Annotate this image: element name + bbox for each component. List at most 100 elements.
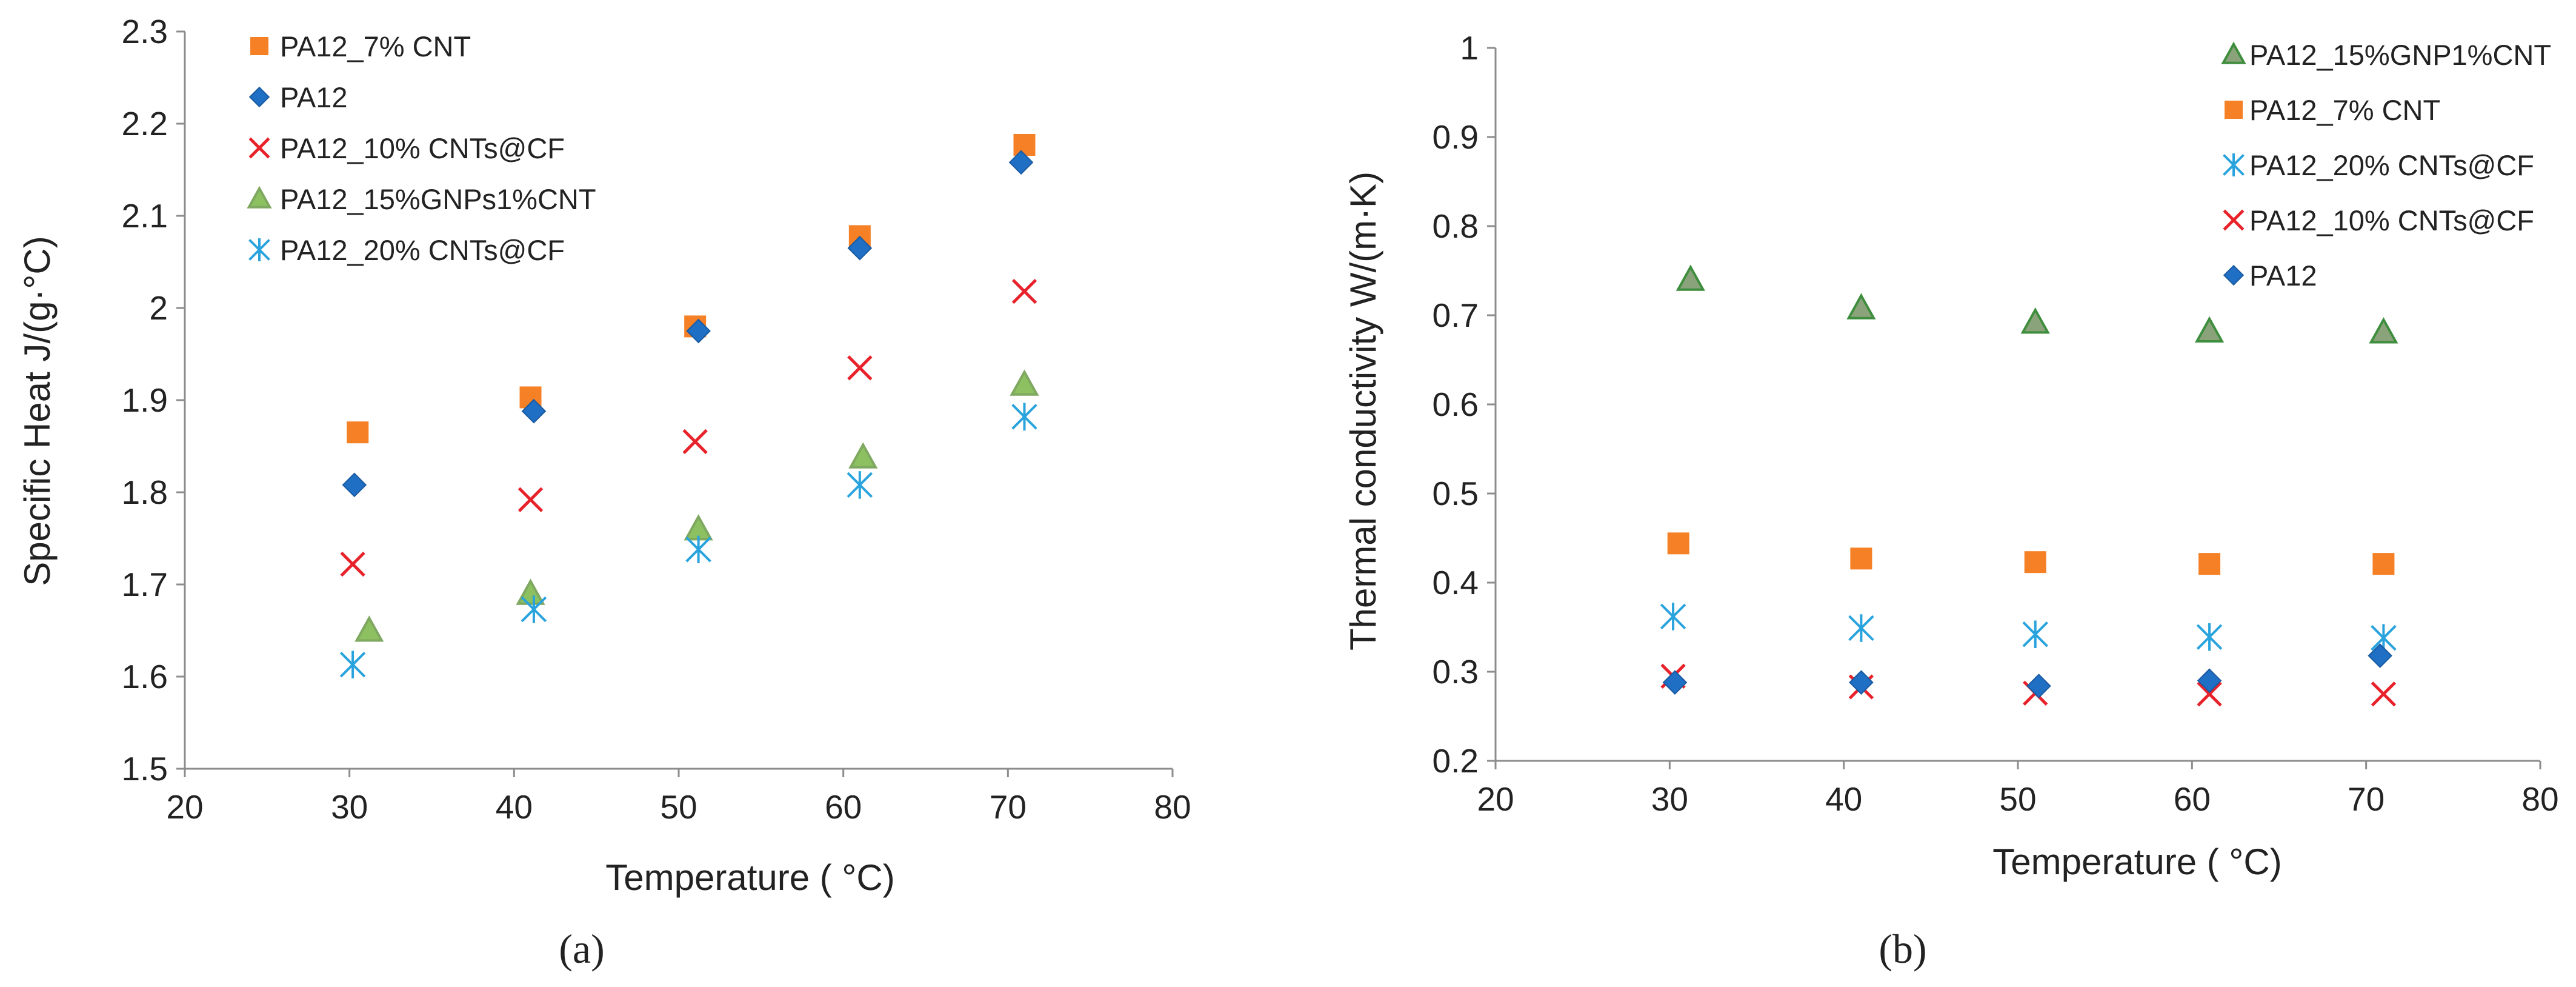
chart-b-xlabel: Temperature ( °C) [1992,841,2281,882]
chart-a-y-tick-label: 1.6 [122,658,168,695]
chart-a-x-tick-label: 60 [825,788,862,826]
chart-a-y-tick-label: 1.7 [122,566,168,603]
chart-b-point-pa12-15-gnp1-cnt [2020,307,2050,334]
chart-a-series-pa12-7-cnt [347,133,1036,444]
chart-a-ylabel: Specific Heat J/(g·°C) [17,236,58,586]
chart-b-point-pa12-10-cnts-cf [2197,681,2222,707]
chart-b-x-tick-label: 80 [2521,780,2558,818]
chart-a-legend-marker [248,137,270,159]
chart-a-legend-label: PA12_7% CNT [280,30,471,62]
chart-b-series-pa12-20-cnts-cf [1660,603,2397,652]
chart-a-point-pa12-20-cnts-cf [521,595,547,623]
chart-b-y-tick-label: 0.3 [1433,653,1479,691]
chart-b-point-pa12-7-cnt [2024,551,2046,574]
chart-a-legend-label: PA12_10% CNTs@CF [280,132,565,164]
chart-a-y-tick-label: 1.8 [122,473,168,511]
chart-b-point-pa12 [2368,643,2392,668]
chart-b-legend-label: PA12 [2249,259,2317,292]
chart-a-legend-label: PA12 [280,81,348,113]
chart-a-legend-marker [248,238,270,261]
chart-b-point-pa12 [2026,674,2051,698]
chart-a-point-pa12 [847,235,873,261]
chart-b-point-pa12-7-cnt [2198,553,2221,575]
chart-a-point-pa12 [342,472,367,498]
chart-a-point-pa12 [521,398,547,424]
chart-b-point-pa12 [1849,670,1874,695]
chart-b-point-pa12-7-cnt [1850,547,1872,570]
chart-b-legend-marker [2223,264,2245,286]
chart-a-legend-marker [247,186,272,209]
chart-b-legend-marker [2221,41,2246,64]
chart-a-x-tick-label: 80 [1154,788,1191,826]
chart-a-y-tick-label: 2.3 [122,13,168,50]
chart-b-point-pa12-15-gnp1-cnt [2369,317,2398,344]
chart-b-legend-label: PA12_10% CNTs@CF [2249,204,2534,236]
chart-b-legend: PA12_15%GNP1%CNT PA12_7% CNT PA12_20% CNTs… [2221,39,2551,292]
chart-b: Temperature ( °C) Thermal conductivity W… [1343,29,2559,972]
chart-a-point-pa12-10-cnts-cf [682,429,708,455]
chart-a-y-tick-label: 2 [149,289,168,327]
chart-b-point-pa12-20-cnts-cf [1848,614,1874,642]
chart-a-series-pa12-15-gnps1-cnt [354,369,1039,642]
chart-a-x-tick-label: 30 [331,788,368,826]
chart-b-point-pa12-7-cnt [1667,532,1689,555]
chart-b-point-pa12 [1662,670,1688,695]
chart-b-x-tick-label: 40 [1825,780,1862,818]
chart-a-point-pa12 [686,318,711,344]
chart-b-legend-label: PA12_20% CNTs@CF [2249,149,2534,181]
chart-b-point-pa12 [2197,668,2222,694]
chart-b-x-tick-label: 20 [1477,780,1514,818]
chart-b-point-pa12-15-gnp1-cnt [2194,316,2225,343]
chart-b-legend-marker [2223,153,2245,176]
chart-a-legend-label: PA12_20% CNTs@CF [280,234,565,266]
chart-a-point-pa12-20-cnts-cf [685,535,711,564]
chart-b-y-tick-label: 0.4 [1433,564,1479,601]
chart-a-legend: PA12_7% CNT PA12 PA12_10% CNTs@CF PA12_15%G… [247,30,596,266]
chart-a-y-tick-label: 2.2 [122,105,168,142]
chart-a-point-pa12-15-gnps1-cnt [848,442,878,469]
chart-a-point-pa12-7-cnt [1013,133,1036,156]
chart-a-point-pa12-20-cnts-cf [1011,403,1037,431]
chart-b-series-pa12 [1662,643,2392,698]
chart-b-y-tick-label: 1 [1460,29,1479,67]
chart-b-legend-label: PA12_7% CNT [2249,94,2440,126]
chart-b-x-tick-label: 70 [2348,780,2385,818]
chart-a-series-pa12-10-cnts-cf [340,278,1037,577]
chart-b-point-pa12-15-gnp1-cnt [1676,264,1705,291]
chart-b-ylabel: Thermal conductivity W/(m·K) [1343,172,1383,651]
chart-a-legend-label: PA12_15%GNPs1%CNT [280,183,596,215]
chart-a-y-tick-label: 1.5 [122,750,168,788]
chart-a-x-tick-label: 70 [990,788,1027,826]
chart-a-point-pa12 [1008,150,1034,175]
chart-b-x-tick-label: 60 [2174,780,2211,818]
chart-a-point-pa12-15-gnps1-cnt [1010,369,1039,396]
chart-b-point-pa12-7-cnt [2372,553,2395,575]
chart-a-point-pa12-20-cnts-cf [847,471,873,499]
chart-a-series-pa12-20-cnts-cf [339,403,1037,679]
chart-b-x-tick-label: 30 [1651,780,1688,818]
chart-a-y-tick-label: 1.9 [122,381,168,419]
chart-a-y-tick-label: 2.1 [122,197,168,235]
chart-a-point-pa12-15-gnps1-cnt [516,578,545,605]
chart-b-series-pa12-15-gnp1-cnt [1676,264,2398,344]
chart-b-legend-marker [2223,209,2245,231]
chart-a-legend-marker [248,86,270,108]
chart-a-point-pa12-15-gnps1-cnt [354,615,384,642]
chart-a-series-pa12 [342,150,1034,498]
chart-b-legend-marker [2225,101,2243,119]
chart-a-point-pa12-10-cnts-cf [1011,278,1037,304]
chart-b-caption: (b) [1879,926,1926,972]
chart-b-legend-label: PA12_15%GNP1%CNT [2249,39,2551,71]
chart-b-y-tick-label: 0.2 [1433,742,1479,780]
chart-b-y-tick-label: 0.8 [1433,207,1479,245]
chart-a-point-pa12-10-cnts-cf [847,355,873,381]
chart-a-point-pa12-20-cnts-cf [339,651,366,679]
chart-b-point-pa12-15-gnp1-cnt [1846,293,1876,320]
chart-b-point-pa12-20-cnts-cf [1660,603,1686,631]
chart-b-point-pa12-20-cnts-cf [2022,620,2048,649]
chart-b-point-pa12-10-cnts-cf [2371,681,2397,707]
chart-a-caption: (a) [559,926,604,972]
chart-a: Temperature ( °C) Specific Heat J/(g·°C)… [17,13,1191,972]
chart-b-y-tick-label: 0.5 [1433,475,1479,512]
chart-b-y-tick-label: 0.9 [1433,118,1479,156]
